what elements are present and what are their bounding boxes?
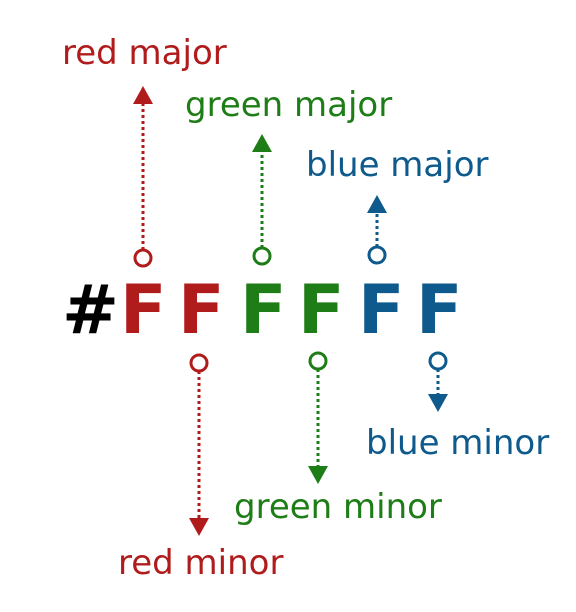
green-minor-label: green minor [234, 487, 442, 527]
red-major-arrow [133, 86, 153, 268]
blue-minor-arrow [428, 351, 448, 412]
hex-digit-red-minor: F [178, 271, 225, 350]
red-minor-label: red minor [118, 543, 284, 583]
green-major-label: green major [185, 85, 393, 125]
hex-digit-blue-minor: F [416, 271, 463, 350]
red-major-label: red major [62, 33, 227, 73]
green-major-arrow [252, 134, 272, 266]
red-minor-arrow [189, 353, 209, 536]
blue-major-arrow [367, 195, 387, 265]
blue-major-label: blue major [306, 145, 489, 185]
blue-minor-label: blue minor [366, 423, 550, 463]
hash-symbol: # [62, 271, 119, 350]
hex-digit-red-major: F [120, 271, 167, 350]
hex-digit-blue-major: F [358, 271, 405, 350]
green-minor-arrow [308, 351, 328, 484]
hex-digit-green-major: F [240, 271, 287, 350]
hex-digit-green-minor: F [298, 271, 345, 350]
